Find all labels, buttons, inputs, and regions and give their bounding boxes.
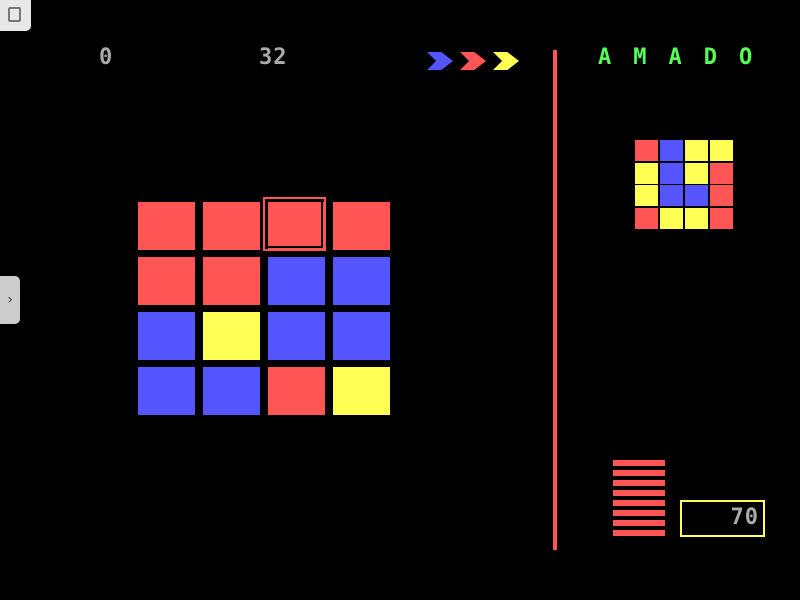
title-letter: D bbox=[703, 45, 718, 70]
energy-bar bbox=[613, 490, 665, 496]
energy-bar bbox=[613, 530, 665, 536]
floppy-disk-icon bbox=[8, 7, 21, 22]
board-tile-red[interactable] bbox=[268, 202, 325, 250]
board-tile-blue[interactable] bbox=[138, 312, 195, 360]
board-tile-yellow[interactable] bbox=[203, 312, 260, 360]
board-tile-yellow[interactable] bbox=[333, 367, 390, 415]
target-tile-red bbox=[635, 140, 658, 161]
board-tile-blue[interactable] bbox=[333, 312, 390, 360]
board-tile-blue[interactable] bbox=[203, 367, 260, 415]
board-tile-blue[interactable] bbox=[268, 257, 325, 305]
board-tile-blue[interactable] bbox=[333, 257, 390, 305]
energy-bar bbox=[613, 480, 665, 486]
save-button[interactable] bbox=[0, 0, 31, 31]
game-title: A M A D O bbox=[598, 45, 753, 70]
board-tile-red[interactable] bbox=[333, 202, 390, 250]
target-tile-red bbox=[710, 162, 733, 184]
board-tile-red[interactable] bbox=[138, 202, 195, 250]
board-tile-blue[interactable] bbox=[138, 367, 195, 415]
title-letter: M bbox=[633, 45, 648, 70]
target-tile-red bbox=[710, 185, 733, 206]
target-tile-blue bbox=[660, 140, 683, 161]
side-panel-toggle[interactable]: › bbox=[0, 276, 20, 324]
energy-bar bbox=[613, 510, 665, 516]
board-tile-red[interactable] bbox=[138, 257, 195, 305]
moves-counter: 32 bbox=[259, 45, 288, 70]
target-tile-yellow bbox=[710, 140, 733, 161]
title-letter: O bbox=[739, 45, 754, 70]
target-tile-blue bbox=[660, 162, 683, 184]
target-tile-yellow bbox=[685, 140, 708, 161]
arrow-red-icon bbox=[460, 52, 486, 70]
divider bbox=[553, 50, 557, 550]
score: 0 bbox=[99, 45, 114, 70]
energy-bar bbox=[613, 500, 665, 506]
chevron-right-icon: › bbox=[5, 292, 15, 308]
target-tile-yellow bbox=[660, 207, 683, 229]
board-tile-red[interactable] bbox=[268, 367, 325, 415]
energy-bar bbox=[613, 470, 665, 476]
energy-bar bbox=[613, 460, 665, 466]
target-tile-yellow bbox=[635, 162, 658, 184]
board-tile-red[interactable] bbox=[203, 257, 260, 305]
target-tile-red bbox=[710, 207, 733, 229]
target-tile-yellow bbox=[635, 185, 658, 206]
timer-box: 70 bbox=[680, 500, 765, 537]
energy-bar bbox=[613, 520, 665, 526]
target-tile-yellow bbox=[685, 162, 708, 184]
cursor bbox=[263, 197, 326, 251]
target-tile-blue bbox=[660, 185, 683, 206]
board-tile-red[interactable] bbox=[203, 202, 260, 250]
title-letter: A bbox=[598, 45, 613, 70]
timer-value: 70 bbox=[730, 505, 759, 530]
target-tile-yellow bbox=[685, 207, 708, 229]
title-letter: A bbox=[668, 45, 683, 70]
target-tile-blue bbox=[685, 185, 708, 206]
target-tile-red bbox=[635, 207, 658, 229]
board-tile-blue[interactable] bbox=[268, 312, 325, 360]
arrow-blue-icon bbox=[427, 52, 453, 70]
arrow-yellow-icon bbox=[493, 52, 519, 70]
